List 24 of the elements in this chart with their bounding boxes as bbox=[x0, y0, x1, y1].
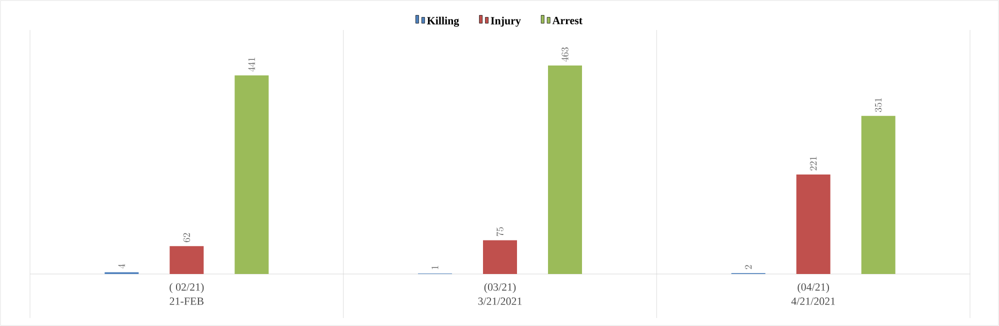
text: ( 02/21) bbox=[170, 283, 204, 293]
data-label: 441 bbox=[248, 58, 255, 72]
data-label: 351 bbox=[874, 98, 882, 112]
x-tick-label: 4/21/2021 bbox=[791, 298, 835, 305]
data-label: 221 bbox=[810, 156, 817, 170]
bar bbox=[548, 65, 582, 274]
legend-label: Killing bbox=[427, 16, 460, 27]
bar bbox=[234, 75, 269, 274]
text: (03/21) bbox=[484, 283, 516, 293]
bar bbox=[170, 246, 204, 274]
legend-label: Arrest bbox=[552, 16, 582, 24]
bar bbox=[861, 116, 896, 274]
data-label: 62 bbox=[183, 233, 190, 242]
data-label: 463 bbox=[561, 47, 568, 62]
data-label: 4 bbox=[118, 264, 125, 268]
x-tick-label: 21-FEB bbox=[170, 298, 204, 305]
data-label: 2 bbox=[744, 265, 752, 270]
legend-label: Injury bbox=[490, 16, 521, 27]
x-tick-label: 3/21/2021 bbox=[478, 298, 522, 305]
bar bbox=[483, 240, 518, 274]
text: (04/21) bbox=[798, 283, 829, 293]
data-label: 75 bbox=[496, 227, 504, 236]
data-label: 1 bbox=[432, 266, 438, 270]
bar bbox=[796, 174, 830, 274]
